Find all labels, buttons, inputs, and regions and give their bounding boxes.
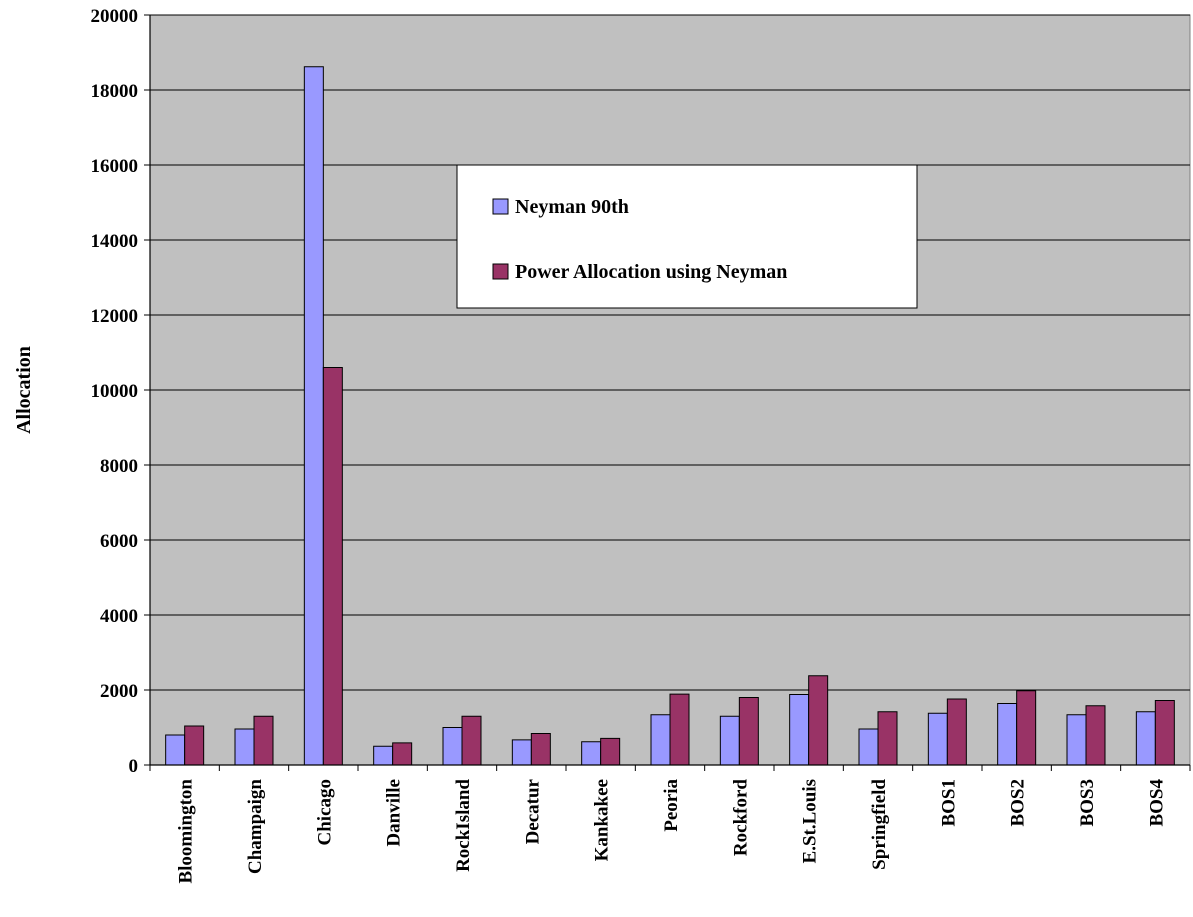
category-label: Decatur (522, 778, 543, 844)
y-tick-label: 4000 (100, 606, 138, 627)
bars (165, 66, 1175, 766)
bar-neyman-90th (789, 694, 810, 766)
bar-power-allocation (1085, 705, 1106, 766)
bar-neyman-90th (442, 727, 463, 766)
bar-power-allocation (669, 693, 690, 766)
category-labels: Bloomington Champaign Chicago Danville RockI… (176, 778, 1168, 883)
category-label: Springfield (869, 779, 890, 870)
bar-neyman-90th (927, 712, 948, 766)
bar-power-allocation (738, 697, 759, 766)
bar-neyman-90th (650, 714, 671, 766)
bar-neyman-90th (719, 715, 740, 766)
category-label: Peoria (661, 779, 682, 832)
y-tick-label: 8000 (100, 456, 138, 477)
y-tick-label: 20000 (91, 6, 139, 27)
legend-label: Power Allocation using Neyman (515, 261, 787, 283)
category-label: BOS2 (1008, 779, 1029, 827)
legend-swatch (492, 263, 509, 280)
bar-power-allocation (877, 711, 898, 766)
bar-power-allocation (600, 737, 621, 766)
axes (144, 14, 1191, 771)
category-label: Champaign (245, 779, 266, 874)
y-tick-labels: 0 2000 4000 6000 8000 10000 12000 14000 16000 180… (91, 6, 139, 777)
bar-power-allocation (184, 725, 205, 766)
y-tick-label: 6000 (100, 531, 138, 552)
y-tick-label: 2000 (100, 681, 138, 702)
y-tick-label: 16000 (91, 156, 139, 177)
category-label: Bloomington (176, 779, 197, 884)
bar-neyman-90th (581, 741, 602, 766)
category-label: Rockford (730, 779, 751, 856)
bar-power-allocation (392, 742, 413, 766)
bar-power-allocation (1154, 700, 1175, 766)
bar-power-allocation (1016, 690, 1037, 766)
bar-neyman-90th (511, 739, 532, 766)
bar-power-allocation (461, 715, 482, 766)
category-label: BOS3 (1077, 779, 1098, 827)
bar-neyman-90th (858, 728, 879, 766)
y-axis-title: Allocation (13, 346, 35, 434)
category-label: E.St.Louis (800, 779, 821, 863)
category-label: RockIsland (453, 779, 474, 872)
y-tick-label: 18000 (91, 81, 139, 102)
y-tick-label: 0 (129, 756, 139, 777)
category-label: Kankakee (592, 779, 613, 861)
legend-swatch (492, 198, 509, 215)
bar-power-allocation (322, 367, 343, 766)
category-label: Danville (384, 779, 405, 847)
bar-neyman-90th (1066, 714, 1087, 766)
legend-label: Neyman 90th (515, 196, 629, 218)
category-label: Chicago (314, 779, 335, 846)
bar-neyman-90th (303, 66, 324, 766)
bar-neyman-90th (997, 703, 1018, 766)
legend-box (456, 164, 918, 309)
y-tick-label: 10000 (91, 381, 139, 402)
category-label: BOS1 (938, 779, 959, 827)
y-tick-label: 14000 (91, 231, 139, 252)
bar-power-allocation (530, 733, 551, 766)
bar-neyman-90th (234, 728, 255, 766)
bar-power-allocation (946, 698, 967, 766)
bar-power-allocation (253, 715, 274, 766)
bar-neyman-90th (373, 745, 394, 766)
bar-power-allocation (808, 675, 829, 766)
bar-neyman-90th (165, 734, 186, 766)
y-tick-label: 12000 (91, 306, 139, 327)
category-label: BOS4 (1146, 779, 1167, 827)
legend: Neyman 90th Power Allocation using Neyman (456, 164, 918, 309)
bar-neyman-90th (1135, 711, 1156, 766)
